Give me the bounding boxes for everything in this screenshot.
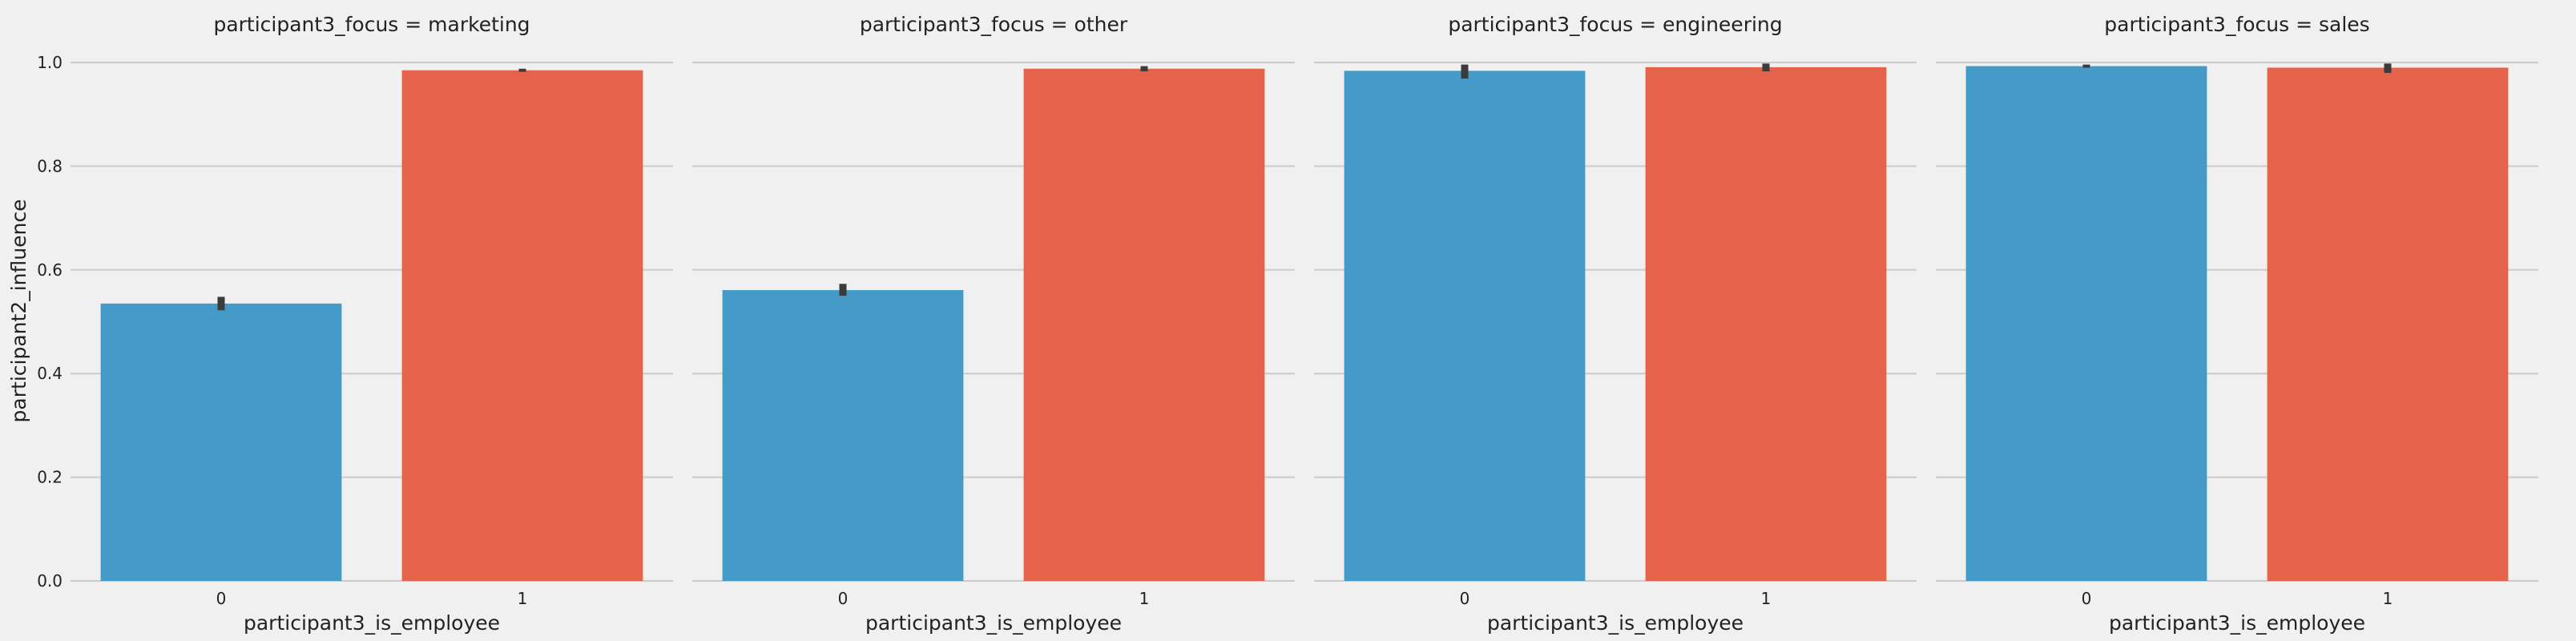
- facet-2: participant3_focus = engineering 0 1 partic…: [1314, 13, 1917, 635]
- x-tick-label: 0: [216, 589, 227, 608]
- y-tick-label: 0.0: [37, 571, 62, 591]
- x-tick-label: 0: [838, 589, 849, 608]
- x-axis-label: participant3_is_employee: [865, 611, 1122, 635]
- bar: [100, 303, 342, 581]
- facet-title: participant3_focus = marketing: [213, 13, 530, 36]
- facet-1: participant3_focus = other 0 1 participant3…: [692, 13, 1295, 635]
- x-axis-label: participant3_is_employee: [1487, 611, 1744, 635]
- bar: [1344, 71, 1586, 582]
- bar: [722, 290, 964, 581]
- y-tick-label: 0.2: [37, 468, 62, 487]
- x-tick-label: 1: [2383, 589, 2393, 608]
- bar: [1965, 66, 2207, 582]
- bar: [1645, 67, 1887, 581]
- facet-3: participant3_focus = sales 0 1 participant3…: [1936, 13, 2538, 635]
- x-tick-label: 1: [518, 589, 528, 608]
- y-tick-label: 0.8: [37, 156, 62, 175]
- facet-title: participant3_focus = other: [860, 13, 1128, 36]
- bar: [1023, 68, 1265, 582]
- y-tick-label: 0.6: [37, 260, 62, 280]
- y-axis-label: participant2_influence: [7, 200, 30, 423]
- bar: [401, 70, 643, 581]
- bar: [2267, 67, 2509, 582]
- x-tick-label: 1: [1139, 589, 1150, 608]
- x-axis-label: participant3_is_employee: [2109, 611, 2365, 635]
- facets: 0.0 0.2 0.4 0.6 0.8 1.0 participant3_focus = m…: [37, 13, 2538, 635]
- y-tick-label: 0.4: [37, 364, 62, 383]
- facet-0: 0.0 0.2 0.4 0.6 0.8 1.0 participant3_focus = m…: [37, 13, 673, 635]
- x-tick-label: 1: [1761, 589, 1772, 608]
- facet-title: participant3_focus = sales: [2104, 13, 2369, 36]
- x-tick-label: 0: [2082, 589, 2092, 608]
- x-tick-label: 0: [1460, 589, 1470, 608]
- y-tick-label: 1.0: [37, 53, 62, 72]
- facet-title: participant3_focus = engineering: [1448, 13, 1782, 36]
- x-axis-label: participant3_is_employee: [244, 611, 500, 635]
